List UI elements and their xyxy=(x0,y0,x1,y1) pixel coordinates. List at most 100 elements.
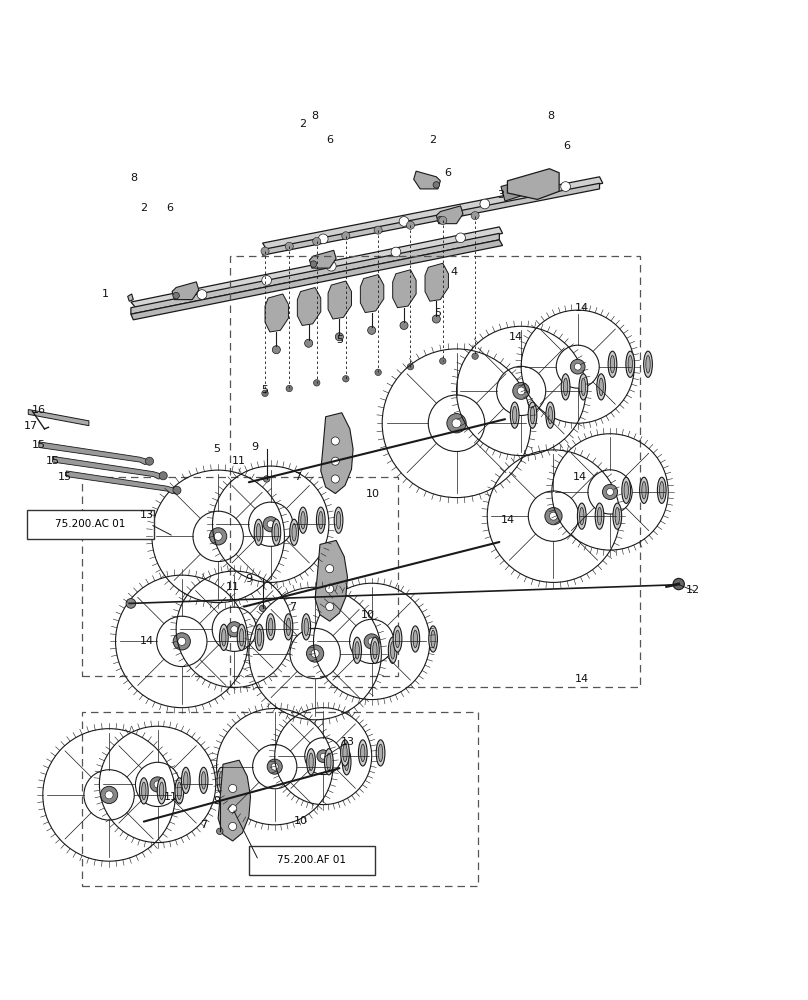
Ellipse shape xyxy=(286,618,291,636)
Ellipse shape xyxy=(255,519,263,545)
Text: 75.200.AF 01: 75.200.AF 01 xyxy=(277,855,347,865)
Ellipse shape xyxy=(292,524,297,541)
Text: 5: 5 xyxy=(336,335,343,345)
Circle shape xyxy=(399,217,409,226)
Circle shape xyxy=(306,645,324,662)
Circle shape xyxy=(331,437,339,445)
Ellipse shape xyxy=(578,503,586,529)
Ellipse shape xyxy=(658,477,666,503)
Circle shape xyxy=(173,633,191,650)
Circle shape xyxy=(313,237,321,245)
Ellipse shape xyxy=(353,637,361,663)
Ellipse shape xyxy=(177,782,182,800)
Text: 14: 14 xyxy=(508,332,523,342)
Circle shape xyxy=(471,212,479,220)
Ellipse shape xyxy=(595,503,604,529)
Circle shape xyxy=(314,380,320,386)
Circle shape xyxy=(326,261,336,271)
Ellipse shape xyxy=(646,356,650,373)
Circle shape xyxy=(159,472,167,480)
Polygon shape xyxy=(172,282,199,300)
Ellipse shape xyxy=(309,753,314,771)
Text: 10: 10 xyxy=(360,610,375,620)
Ellipse shape xyxy=(344,753,349,771)
Text: 13: 13 xyxy=(340,737,355,747)
Ellipse shape xyxy=(372,642,377,659)
Ellipse shape xyxy=(389,637,397,663)
Ellipse shape xyxy=(608,351,617,377)
Circle shape xyxy=(364,634,379,649)
Text: 17: 17 xyxy=(23,421,38,431)
Polygon shape xyxy=(263,183,600,255)
Ellipse shape xyxy=(290,519,298,545)
Ellipse shape xyxy=(610,356,615,373)
Ellipse shape xyxy=(318,511,323,529)
Circle shape xyxy=(311,650,319,657)
Ellipse shape xyxy=(255,624,263,650)
FancyBboxPatch shape xyxy=(27,510,154,539)
Circle shape xyxy=(439,216,447,224)
Circle shape xyxy=(513,383,529,399)
Ellipse shape xyxy=(628,356,633,373)
Ellipse shape xyxy=(326,753,331,771)
Circle shape xyxy=(286,385,292,392)
Text: 7: 7 xyxy=(200,820,207,830)
Ellipse shape xyxy=(267,614,275,640)
Text: 14: 14 xyxy=(140,636,154,646)
Ellipse shape xyxy=(343,744,347,762)
Polygon shape xyxy=(315,540,347,621)
Ellipse shape xyxy=(301,511,305,529)
Text: 3: 3 xyxy=(498,190,504,200)
Text: 6: 6 xyxy=(444,168,451,178)
Polygon shape xyxy=(309,250,336,268)
Ellipse shape xyxy=(141,782,146,800)
Ellipse shape xyxy=(413,630,418,648)
Circle shape xyxy=(154,781,161,788)
Circle shape xyxy=(326,603,334,611)
Text: 2: 2 xyxy=(141,203,147,213)
Ellipse shape xyxy=(239,629,244,646)
Text: 6: 6 xyxy=(564,141,570,151)
Ellipse shape xyxy=(371,637,379,663)
Text: 6: 6 xyxy=(166,203,173,213)
Circle shape xyxy=(407,363,414,370)
Ellipse shape xyxy=(615,507,620,525)
Circle shape xyxy=(331,475,339,483)
Ellipse shape xyxy=(183,772,188,789)
Polygon shape xyxy=(321,413,353,494)
Text: 14: 14 xyxy=(574,674,589,684)
Circle shape xyxy=(391,247,401,257)
Ellipse shape xyxy=(562,374,570,400)
Ellipse shape xyxy=(317,507,325,533)
Ellipse shape xyxy=(548,406,553,424)
Polygon shape xyxy=(39,442,149,464)
Circle shape xyxy=(317,750,330,762)
Circle shape xyxy=(267,521,274,528)
Circle shape xyxy=(607,488,613,495)
Polygon shape xyxy=(507,169,559,199)
Circle shape xyxy=(517,387,525,395)
Circle shape xyxy=(263,476,270,482)
Polygon shape xyxy=(131,227,503,308)
Ellipse shape xyxy=(219,772,224,789)
Circle shape xyxy=(229,784,237,792)
Ellipse shape xyxy=(336,511,341,529)
Ellipse shape xyxy=(272,519,280,545)
Circle shape xyxy=(178,637,186,645)
Text: 8: 8 xyxy=(548,111,554,121)
Text: 10: 10 xyxy=(366,489,381,499)
Ellipse shape xyxy=(158,778,166,804)
Ellipse shape xyxy=(284,614,292,640)
Ellipse shape xyxy=(530,406,535,424)
Ellipse shape xyxy=(624,482,629,499)
Text: 2: 2 xyxy=(429,135,436,145)
Circle shape xyxy=(259,605,266,612)
Text: 16: 16 xyxy=(32,405,46,415)
Ellipse shape xyxy=(644,351,652,377)
Ellipse shape xyxy=(307,749,315,775)
Ellipse shape xyxy=(343,749,351,775)
Circle shape xyxy=(331,457,339,465)
Circle shape xyxy=(262,276,271,285)
Circle shape xyxy=(400,321,408,330)
Ellipse shape xyxy=(597,374,605,400)
